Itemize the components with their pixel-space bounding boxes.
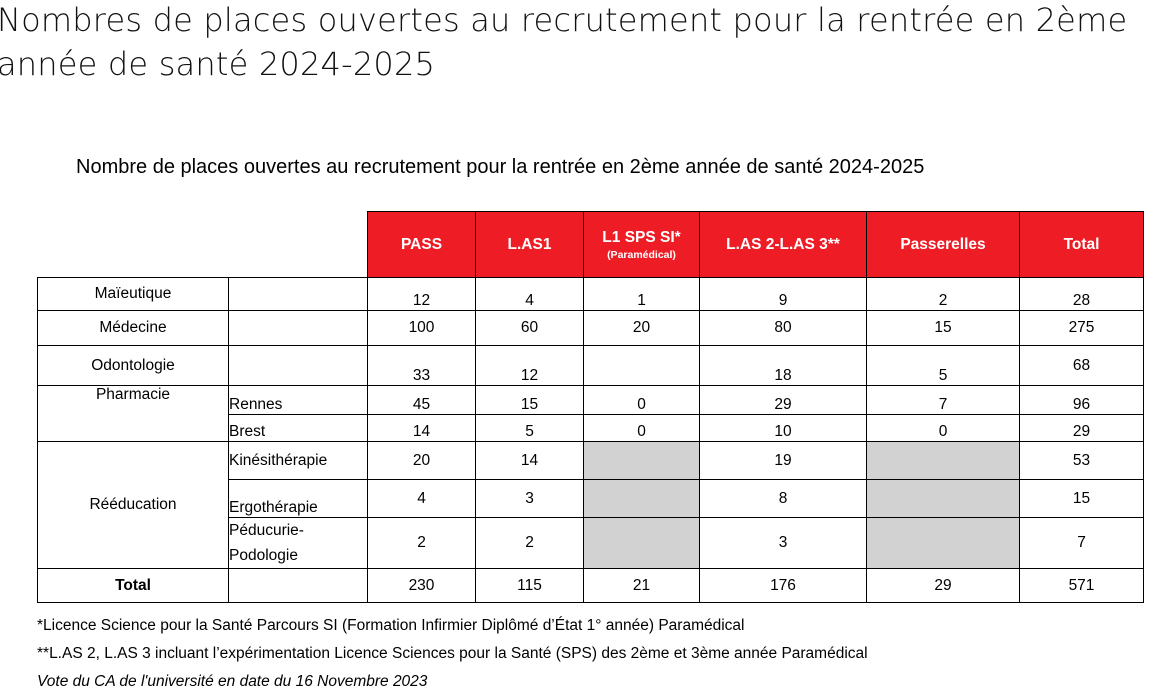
cell-pass: 230 xyxy=(367,568,476,603)
cell-l1sps-na xyxy=(583,517,700,569)
cell-las1: 3 xyxy=(475,479,584,518)
cell-las23: 8 xyxy=(699,479,867,518)
cell-total: 96 xyxy=(1019,385,1144,415)
cell-total: 7 xyxy=(1019,517,1144,569)
sub-label: Ergothérapie xyxy=(228,479,368,518)
cell-passerelles: 29 xyxy=(866,568,1020,603)
row-label-reeducation: Rééducation xyxy=(37,441,229,569)
sub-label: Brest xyxy=(228,414,368,442)
cell-total: 68 xyxy=(1019,345,1144,386)
row-label: Maïeutique xyxy=(37,277,229,311)
header-las1: L.AS1 xyxy=(475,211,584,278)
footnote-vote: Vote du CA de l'université en date du 16… xyxy=(37,673,428,690)
row-label: Médecine xyxy=(37,310,229,346)
cell-l1sps: 0 xyxy=(583,414,700,442)
footnote-las23: **L.AS 2, L.AS 3 incluant l’expérimentat… xyxy=(37,645,868,662)
header-l1sps: L1 SPS SI* (Paramédical) xyxy=(583,211,700,278)
cell-las23: 10 xyxy=(699,414,867,442)
cell-las23: 9 xyxy=(699,277,867,311)
cell-passerelles: 5 xyxy=(866,345,1020,386)
cell-pass: 12 xyxy=(367,277,476,311)
table-row-odontologie: Odontologie 33 12 18 5 68 xyxy=(37,345,1144,386)
cell-pass: 100 xyxy=(367,310,476,346)
header-total: Total xyxy=(1019,211,1144,278)
table-row-total: Total 230 115 21 176 29 571 xyxy=(37,568,1144,603)
cell-l1sps: 0 xyxy=(583,385,700,415)
places-table: PASS L.AS1 L1 SPS SI* (Paramédical) L.AS… xyxy=(37,211,1144,603)
footnote-l1sps: *Licence Science pour la Santé Parcours … xyxy=(37,617,745,634)
cell-passerelles: 7 xyxy=(866,385,1020,415)
cell-l1sps: 20 xyxy=(583,310,700,346)
header-las23: L.AS 2-L.AS 3** xyxy=(699,211,867,278)
cell-total: 29 xyxy=(1019,414,1144,442)
cell-passerelles-na xyxy=(866,441,1020,480)
sub-label-line2: Podologie xyxy=(229,547,298,564)
cell-l1sps-na xyxy=(583,479,700,518)
header-pass: PASS xyxy=(367,211,476,278)
cell-pass: 4 xyxy=(367,479,476,518)
cell-pass: 2 xyxy=(367,517,476,569)
cell-pass: 45 xyxy=(367,385,476,415)
cell-total: 275 xyxy=(1019,310,1144,346)
row-label-pharmacie: Pharmacie xyxy=(37,385,229,442)
cell-las1: 2 xyxy=(475,517,584,569)
cell-pass: 33 xyxy=(367,345,476,386)
cell-passerelles: 15 xyxy=(866,310,1020,346)
cell-las1: 14 xyxy=(475,441,584,480)
cell-las23: 19 xyxy=(699,441,867,480)
cell-total: 28 xyxy=(1019,277,1144,311)
table-row-pharmacie-rennes: Pharmacie Rennes 45 15 0 29 7 96 xyxy=(37,385,1144,442)
cell-l1sps-na xyxy=(583,441,700,480)
cell-total: 571 xyxy=(1019,568,1144,603)
row-label: Odontologie xyxy=(37,345,229,386)
document-title: Nombre de places ouvertes au recrutement… xyxy=(76,156,925,178)
cell-las23: 3 xyxy=(699,517,867,569)
cell-las1: 115 xyxy=(475,568,584,603)
cell-l1sps xyxy=(583,345,700,386)
cell-las23: 176 xyxy=(699,568,867,603)
header-row: PASS L.AS1 L1 SPS SI* (Paramédical) L.AS… xyxy=(37,211,1144,278)
sub-label: Péducurie- Podologie xyxy=(228,517,368,569)
cell-passerelles-na xyxy=(866,479,1020,518)
sub-label-line1: Péducurie- xyxy=(229,522,304,539)
cell-passerelles-na xyxy=(866,517,1020,569)
header-passerelles: Passerelles xyxy=(866,211,1020,278)
cell-las23: 80 xyxy=(699,310,867,346)
cell-las23: 18 xyxy=(699,345,867,386)
cell-total: 15 xyxy=(1019,479,1144,518)
cell-total: 53 xyxy=(1019,441,1144,480)
header-l1sps-sub: (Paramédical) xyxy=(607,248,676,261)
cell-las1: 15 xyxy=(475,385,584,415)
table-row-pharmacie-brest: Brest 14 5 0 10 0 29 xyxy=(38,414,1144,442)
cell-l1sps: 1 xyxy=(583,277,700,311)
table-row-medecine: Médecine 100 60 20 80 15 275 xyxy=(37,310,1144,346)
row-label-total: Total xyxy=(37,568,229,603)
sub-label: Rennes xyxy=(228,385,368,415)
cell-passerelles: 0 xyxy=(866,414,1020,442)
cell-l1sps: 21 xyxy=(583,568,700,603)
cell-las1: 60 xyxy=(475,310,584,346)
cell-las1: 12 xyxy=(475,345,584,386)
cell-las1: 4 xyxy=(475,277,584,311)
page-heading: Nombres de places ouvertes au recrutemen… xyxy=(0,1,1128,83)
cell-las23: 29 xyxy=(699,385,867,415)
header-l1sps-label: L1 SPS SI* xyxy=(602,228,681,246)
cell-pass: 20 xyxy=(367,441,476,480)
cell-pass: 14 xyxy=(367,414,476,442)
table-row-maieutique: Maïeutique 12 4 1 9 2 28 xyxy=(37,277,1144,311)
table-row-reeducation-kine: Rééducation Kinésithérapie 20 14 19 53 xyxy=(37,441,1144,569)
cell-las1: 5 xyxy=(475,414,584,442)
cell-passerelles: 2 xyxy=(866,277,1020,311)
sub-label: Kinésithérapie xyxy=(228,441,368,480)
table-row-reeducation-pedi: Péducurie- Podologie 2 2 3 7 xyxy=(38,517,1144,569)
